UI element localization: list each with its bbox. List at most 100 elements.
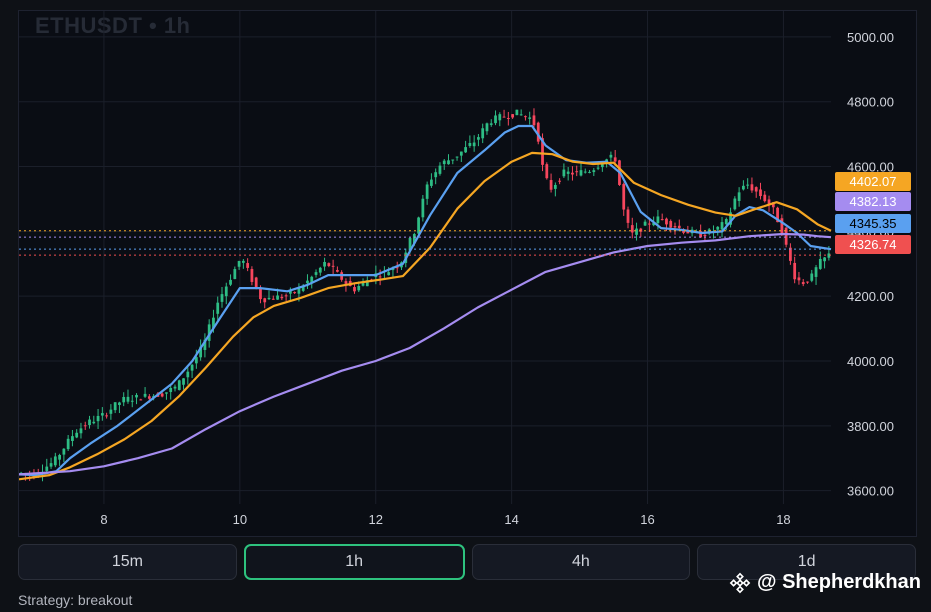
candle-body	[113, 402, 117, 411]
candle-body	[135, 394, 138, 398]
candle-body	[477, 137, 480, 140]
candle-body	[810, 273, 814, 281]
candle-body	[165, 392, 168, 394]
candle-body	[53, 456, 57, 466]
timeframe-1h-button[interactable]: 1h	[243, 544, 465, 580]
candle-body	[425, 184, 429, 199]
candle-body	[665, 218, 668, 225]
price-label: 4345.35	[850, 216, 897, 231]
candle-body	[237, 261, 241, 267]
candle-body	[699, 231, 703, 238]
candle-body	[442, 160, 446, 165]
candle-body	[301, 286, 305, 291]
candle-body	[357, 286, 361, 291]
candle-body	[263, 298, 267, 303]
price-label-bg	[835, 192, 911, 211]
candle-body	[823, 257, 826, 262]
candle-body	[254, 277, 258, 288]
candle-body	[271, 298, 275, 300]
candle-body	[122, 396, 126, 403]
candle-body	[729, 212, 732, 225]
candle-body	[720, 222, 724, 230]
candle-body	[592, 170, 596, 173]
candle-body	[767, 199, 771, 205]
candle-body	[545, 164, 549, 179]
candle-body	[724, 219, 728, 225]
binance-diamond-icon	[729, 572, 751, 593]
candle-body	[323, 261, 326, 267]
candle-body	[549, 180, 553, 190]
candle-body	[105, 415, 108, 417]
candle-body	[417, 217, 420, 234]
y-tick-label: 4800.00	[847, 95, 894, 110]
candle-body	[596, 167, 600, 169]
candle-body	[536, 122, 540, 142]
y-tick-label: 3800.00	[847, 419, 894, 434]
candle-body	[818, 258, 822, 269]
candle-body	[635, 228, 638, 235]
ema_fast-line	[19, 124, 832, 477]
price-chart[interactable]: 3600.003800.004000.004200.004400.004600.…	[19, 11, 916, 536]
candle-body	[280, 296, 284, 299]
candle-body	[673, 226, 677, 228]
candle-body	[169, 388, 173, 393]
candle-body	[613, 157, 617, 162]
candle-body	[801, 282, 805, 285]
candle-body	[793, 262, 797, 280]
candle-body	[776, 207, 779, 223]
price-label-bg	[835, 172, 911, 191]
candle-body	[588, 171, 591, 173]
candle-body	[532, 115, 536, 126]
candle-body	[288, 290, 292, 294]
y-tick-label: 4200.00	[847, 289, 894, 304]
candle-body	[314, 272, 318, 275]
candle-body	[88, 419, 91, 426]
candle-body	[780, 218, 784, 234]
candle-body	[224, 286, 228, 297]
timeframe-1d-button[interactable]: 1d	[697, 544, 916, 580]
candle-body	[553, 184, 557, 189]
timeframe-4h-button[interactable]: 4h	[471, 544, 691, 580]
candle-body	[306, 280, 309, 284]
candle-body	[438, 165, 442, 174]
timeframe-selector: 15m 1h 4h 1d	[18, 544, 916, 582]
candle-body	[378, 276, 382, 278]
y-tick-label: 4600.00	[847, 160, 894, 175]
chart-panel[interactable]: ETHUSDT • 1h 3600.00 3800.00 4000.00 4200.0…	[18, 10, 917, 537]
candle-body	[639, 228, 643, 232]
candle-body	[519, 114, 523, 116]
candle-body	[293, 292, 297, 294]
candle-body	[246, 263, 250, 268]
x-tick-label: 18	[776, 512, 790, 527]
candle-body	[160, 393, 164, 397]
candle-body	[173, 386, 177, 389]
candle-body	[92, 421, 96, 424]
candle-body	[147, 396, 151, 399]
candle-body	[177, 380, 181, 390]
price-label: 4402.07	[850, 174, 897, 189]
timeframe-15m-button[interactable]: 15m	[18, 544, 237, 580]
candle-body	[297, 288, 301, 294]
candle-body	[489, 123, 493, 125]
candle-body	[194, 357, 198, 364]
candle-body	[229, 279, 232, 285]
candle-body	[571, 172, 574, 175]
candle-body	[250, 269, 254, 282]
candle-body	[455, 156, 459, 158]
candle-body	[515, 109, 519, 116]
candle-body	[686, 230, 690, 234]
x-tick-label: 10	[233, 512, 247, 527]
candle-body	[182, 378, 185, 385]
candle-body	[498, 114, 502, 121]
candle-body	[464, 147, 467, 153]
price-label: 4382.13	[850, 194, 897, 209]
candle-body	[408, 238, 412, 251]
candle-body	[630, 225, 634, 233]
candle-body	[716, 226, 720, 230]
candle-body	[331, 265, 335, 267]
candle-body	[763, 194, 767, 202]
candle-body	[412, 234, 416, 244]
candle-body	[344, 281, 348, 284]
candle-body	[481, 128, 485, 139]
x-tick-label: 14	[504, 512, 518, 527]
